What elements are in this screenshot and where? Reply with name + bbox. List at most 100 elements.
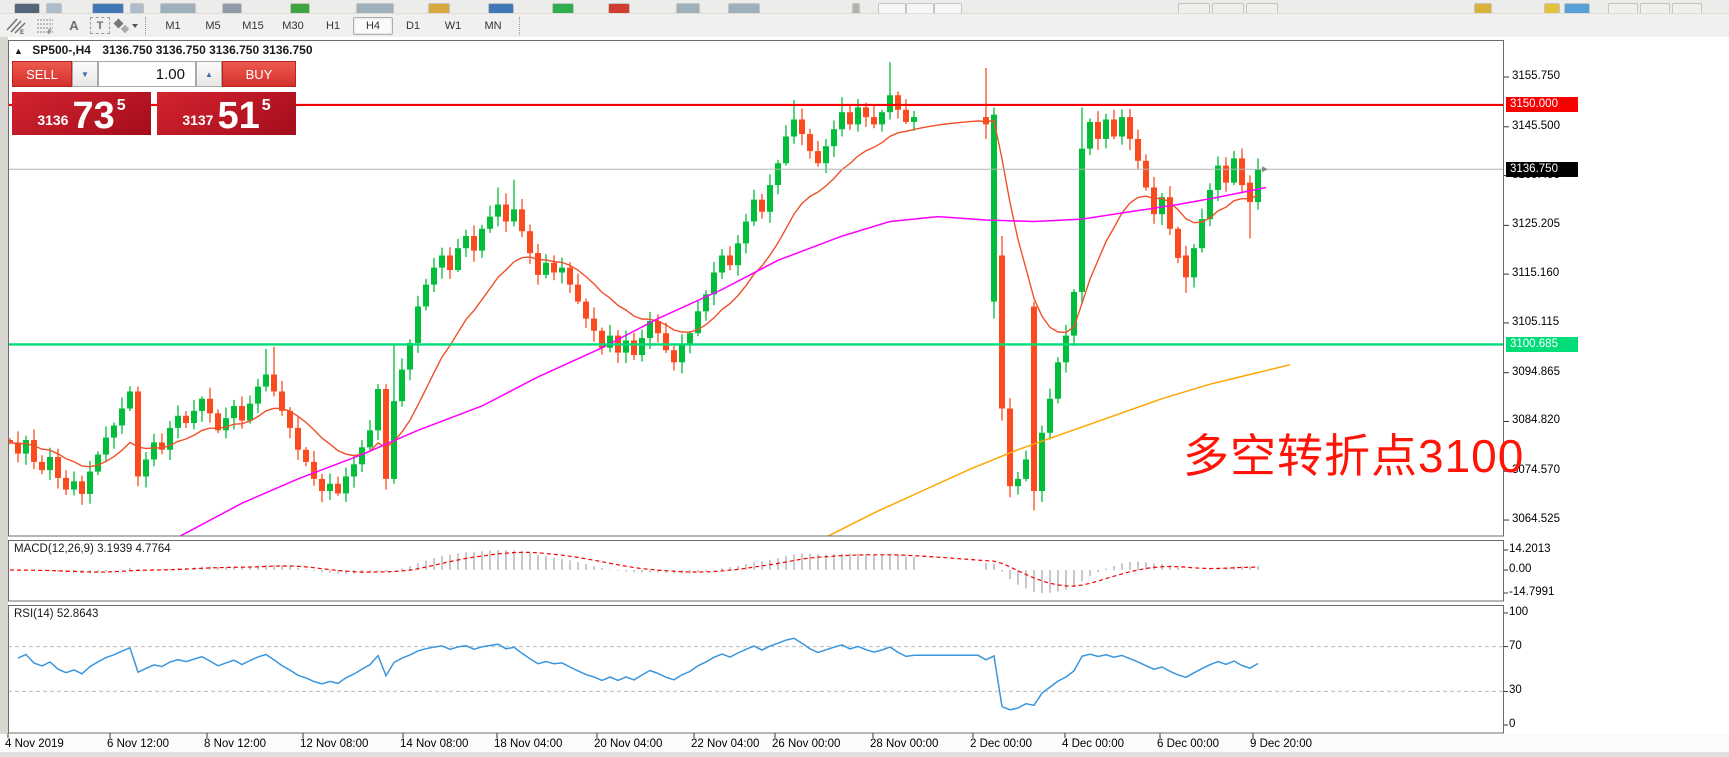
toolbar-icon-fragment[interactable]: [222, 3, 242, 13]
support-price-label: 3100.685: [1506, 336, 1578, 352]
timeframe-button-h1[interactable]: H1: [325, 19, 341, 32]
drawing-toolbar: E F A T M1 M5 M15 M30 H1 H4 D1 W1 MN: [0, 14, 1729, 38]
buy-price-point: 5: [261, 97, 271, 114]
toolbar-icon-fragment[interactable]: [1608, 3, 1638, 13]
toolbar-icon-fragment[interactable]: [1212, 3, 1244, 13]
price-axis-label: 3115.160: [1512, 267, 1560, 280]
price-axis-label: 3145.500: [1512, 119, 1560, 132]
resistance-price-label: 3150.000: [1506, 97, 1578, 113]
price-axis-label: 3074.570: [1512, 464, 1560, 477]
timeframe-button-w1[interactable]: W1: [444, 19, 462, 32]
timeframe-button-mn[interactable]: MN: [484, 19, 502, 32]
one-click-trading-panel: SELL ▼ 1.00 ▲ BUY 3136 73 5 3137 51 5: [12, 61, 296, 135]
date-axis-label: 8 Nov 12:00: [204, 738, 267, 750]
timeframe-button-m1[interactable]: M1: [165, 19, 181, 32]
toolbar-icon-fragment[interactable]: [46, 3, 62, 13]
toolbar-icon-fragment[interactable]: [356, 3, 394, 13]
date-axis-label: 6 Nov 12:00: [107, 738, 170, 750]
toolbar-icon-fragment[interactable]: [1544, 3, 1560, 13]
timeframe-button-h4[interactable]: H4: [353, 16, 393, 35]
toolbar-icon-fragment[interactable]: [552, 3, 574, 13]
timeframe-button-m30[interactable]: M30: [282, 19, 304, 32]
date-axis-label: 2 Dec 00:00: [970, 738, 1033, 750]
price-axis-label: 3064.525: [1512, 513, 1560, 526]
macd-scale-label: 0.00: [1509, 563, 1532, 575]
macd-indicator-label: MACD(12,26,9) 3.1939 4.7764: [14, 543, 171, 555]
rsi-scale-label: 100: [1509, 606, 1529, 618]
fibonacci-icon[interactable]: F: [32, 16, 58, 36]
volume-increase-button[interactable]: ▲: [196, 61, 222, 87]
arrows-tool-icon[interactable]: [113, 16, 139, 36]
toolbar-icon-fragment[interactable]: [130, 3, 144, 13]
sell-price-display[interactable]: 3136 73 5: [12, 92, 151, 135]
timeframe-button-m15[interactable]: M15: [242, 19, 264, 32]
rsi-indicator-label: RSI(14) 52.8643: [14, 608, 99, 620]
price-axis-label: 3125.205: [1512, 218, 1560, 231]
text-label-icon[interactable]: A: [69, 18, 79, 33]
volume-input[interactable]: 1.00: [98, 61, 196, 87]
toolbar-icon-fragment[interactable]: [1640, 3, 1670, 13]
toolbar-icon-fragment[interactable]: [1178, 3, 1210, 13]
toolbar-icon-fragment[interactable]: [488, 3, 514, 13]
price-axis-label: 3094.865: [1512, 365, 1560, 378]
buy-button[interactable]: BUY: [222, 61, 296, 87]
toolbar-icon-fragment[interactable]: [290, 3, 310, 13]
macd-scale-label: 14.2013: [1509, 543, 1551, 555]
toolbar-icon-fragment[interactable]: [676, 3, 700, 13]
date-axis-label: 4 Dec 00:00: [1062, 738, 1125, 750]
date-axis-label: 9 Dec 20:00: [1250, 738, 1313, 750]
date-axis-label: 12 Nov 08:00: [300, 738, 369, 750]
toolbar-separator: [519, 16, 521, 35]
collapse-icon[interactable]: ▲: [14, 46, 23, 56]
trendlines-icon[interactable]: E: [3, 16, 29, 36]
timeframe-button-m5[interactable]: M5: [205, 19, 221, 32]
volume-decrease-button[interactable]: ▼: [72, 61, 98, 87]
toolbar-icon-fragment[interactable]: [160, 3, 196, 13]
toolbar-icon-fragment[interactable]: [428, 3, 450, 13]
buy-price-display[interactable]: 3137 51 5: [157, 92, 296, 135]
toolbar-icon-fragment[interactable]: [1672, 3, 1702, 13]
toolbar-icon-fragment[interactable]: [1246, 3, 1278, 13]
chart-title: ▲ SP500-,H4 3136.750 3136.750 3136.750 3…: [14, 43, 313, 57]
timeframe-button-d1[interactable]: D1: [405, 19, 421, 32]
svg-text:F: F: [48, 30, 52, 34]
top-toolbar[interactable]: [0, 0, 1729, 14]
date-axis-strip: [0, 734, 1729, 752]
toolbar-icon-fragment[interactable]: [92, 3, 124, 13]
price-axis-label: 3084.820: [1512, 414, 1560, 427]
svg-text:E: E: [20, 30, 24, 34]
toolbar-icon-fragment[interactable]: [906, 3, 934, 13]
toolbar-icon-fragment[interactable]: [14, 3, 40, 13]
price-axis-label: 3105.115: [1512, 315, 1560, 328]
symbol-timeframe-label: SP500-,H4: [32, 43, 91, 57]
date-axis-label: 28 Nov 00:00: [870, 738, 939, 750]
rsi-scale-label: 30: [1509, 684, 1522, 697]
sell-button[interactable]: SELL: [12, 61, 72, 87]
date-axis-label: 18 Nov 04:00: [494, 738, 563, 750]
toolbar-icon-fragment[interactable]: [878, 3, 906, 13]
text-box-icon[interactable]: T: [90, 17, 110, 34]
date-axis-label: 26 Nov 00:00: [772, 738, 841, 750]
price-axis-label: 3155.750: [1512, 70, 1560, 82]
date-axis-label: 20 Nov 04:00: [594, 738, 663, 750]
date-axis-label: 14 Nov 08:00: [400, 738, 469, 750]
sell-price-pips: 73: [72, 94, 115, 137]
toolbar-icon-fragment[interactable]: [1564, 3, 1590, 13]
toolbar-icon-fragment[interactable]: [1474, 3, 1492, 13]
buy-price-figure: 3137: [182, 112, 214, 128]
window-bottom-edge: [0, 752, 1729, 757]
toolbar-icon-fragment[interactable]: [934, 3, 962, 13]
date-axis-label: 22 Nov 04:00: [691, 738, 760, 750]
sell-price-figure: 3136: [37, 112, 69, 128]
toolbar-icon-fragment[interactable]: [608, 3, 630, 13]
buy-price-pips: 51: [217, 94, 260, 137]
toolbar-icon-fragment[interactable]: [852, 3, 860, 13]
rsi-scale-label: 70: [1509, 639, 1522, 652]
date-axis-label: 4 Nov 2019: [5, 738, 64, 750]
macd-scale-label: -14.7991: [1509, 586, 1555, 598]
toolbar-icon-fragment[interactable]: [728, 3, 760, 13]
toolbar-separator: [145, 16, 147, 35]
timeframe-bar: M1 M5 M15 M30 H1 H4 D1 W1 MN: [153, 16, 513, 35]
date-axis-label: 6 Dec 00:00: [1157, 738, 1220, 750]
ohlc-values: 3136.750 3136.750 3136.750 3136.750: [102, 43, 313, 57]
